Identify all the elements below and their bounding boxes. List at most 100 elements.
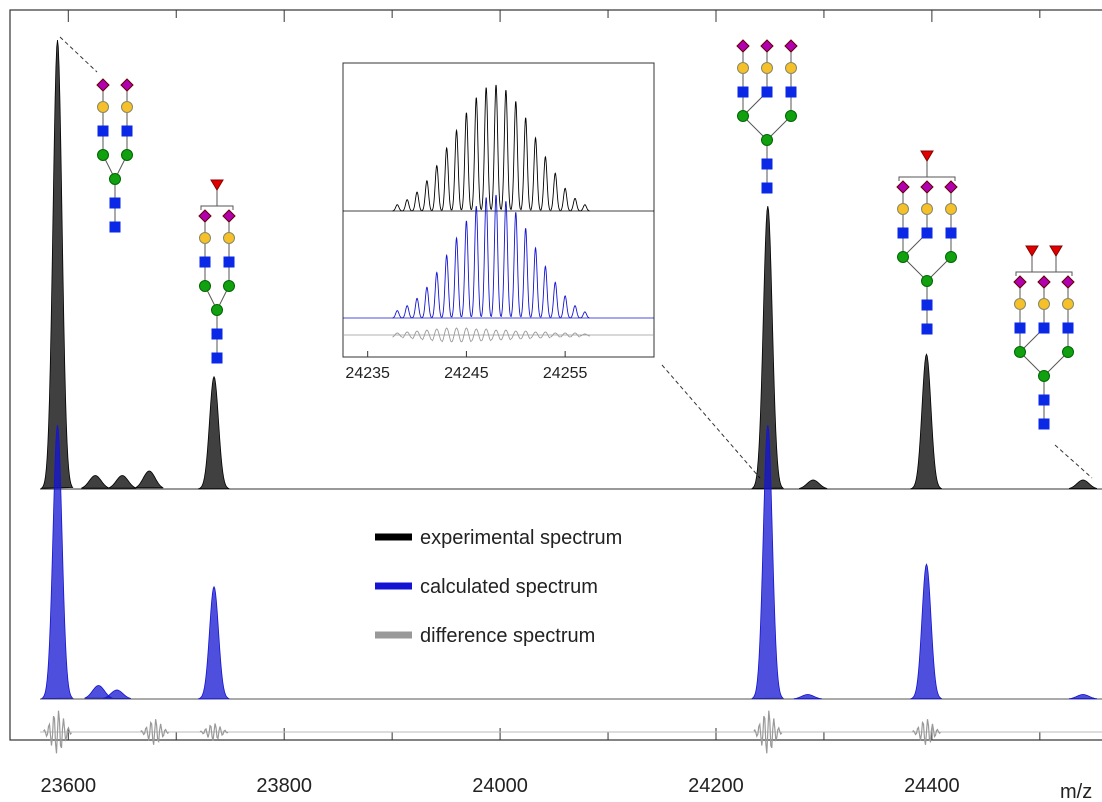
isotope-peak <box>421 286 432 319</box>
isotope-peak <box>470 205 482 318</box>
sialic-acid <box>222 209 236 223</box>
isotope-peak <box>510 212 521 318</box>
x-tick-label: 24200 <box>688 775 744 797</box>
calculated-peak <box>793 694 822 700</box>
experimental-peak <box>135 470 164 489</box>
sialic-acid <box>784 39 798 53</box>
sialic-acid <box>198 209 212 223</box>
isotope-peak <box>540 265 551 318</box>
isotope-peak <box>490 194 502 318</box>
isotope-peak <box>490 329 502 341</box>
isotope-peak <box>520 228 531 318</box>
isotope-peak <box>490 84 502 210</box>
glcnac <box>121 125 133 137</box>
glcnac <box>211 328 223 340</box>
isotope-peak <box>431 328 442 342</box>
glcnac <box>211 352 223 364</box>
glcnac <box>223 256 235 268</box>
mannose <box>945 251 957 263</box>
x-tick-label: 24000 <box>472 775 528 797</box>
sialic-acid <box>920 180 934 194</box>
sialic-acid <box>1061 275 1075 289</box>
isotope-peak <box>540 155 551 211</box>
mannose <box>97 149 109 161</box>
glcnac <box>1038 394 1050 406</box>
galactose <box>897 203 909 215</box>
isotope-peak <box>471 328 482 342</box>
isotope-peak <box>421 179 432 212</box>
isotope-peak <box>500 89 511 211</box>
isotope-peak <box>451 236 462 318</box>
sialic-acid <box>96 78 110 92</box>
inset-x-tick-label: 24235 <box>345 365 390 382</box>
isotope-peak <box>579 333 590 337</box>
isotope-peak <box>550 172 561 211</box>
fucose <box>210 179 224 191</box>
glcnac <box>897 227 909 239</box>
isotope-peak <box>392 332 403 338</box>
isotope-peak <box>480 328 492 342</box>
fucose <box>1025 245 1039 257</box>
galactose <box>1038 298 1050 310</box>
isotope-peak <box>530 331 541 339</box>
sialic-acid <box>760 39 774 53</box>
isotope-peak <box>579 204 590 212</box>
isotope-peak <box>441 253 452 318</box>
isotope-peak <box>451 128 462 211</box>
isotope-peak <box>550 281 561 319</box>
mannose <box>1038 370 1050 382</box>
isotope-peak <box>550 332 561 338</box>
isotope-peak <box>411 191 422 212</box>
experimental-peak <box>108 475 137 489</box>
glcnac <box>1014 322 1026 334</box>
mannose <box>199 280 211 292</box>
isotope-peak <box>520 330 531 340</box>
mannose <box>121 149 133 161</box>
mannose <box>761 134 773 146</box>
isotope-peak <box>530 136 541 211</box>
isotope-peak <box>402 305 412 319</box>
isotope-peak <box>560 295 571 319</box>
isotope-peak <box>570 197 580 212</box>
glcnac <box>921 227 933 239</box>
difference-peak <box>912 719 941 745</box>
isotope-peak <box>411 297 422 319</box>
plot-frame <box>9 9 1102 741</box>
isotope-peak <box>500 201 511 318</box>
experimental-peak <box>751 206 784 489</box>
isotope-peak <box>402 331 413 339</box>
isotope-peak <box>520 117 531 211</box>
mannose <box>109 173 121 185</box>
mannose <box>785 110 797 122</box>
galactose <box>785 62 797 74</box>
isotope-peak <box>392 310 403 319</box>
difference-peak <box>43 710 72 754</box>
glcnac <box>921 299 933 311</box>
glcnac <box>737 86 749 98</box>
inset-x-tick-label: 24255 <box>543 365 588 382</box>
calculated-peak <box>102 689 131 699</box>
galactose <box>97 101 109 113</box>
legend-label: calculated spectrum <box>420 576 598 598</box>
experimental-peak <box>81 475 110 489</box>
mannose <box>1062 346 1074 358</box>
galactose <box>199 232 211 244</box>
galactose <box>223 232 235 244</box>
isotope-peak <box>500 329 512 341</box>
isotope-peak <box>431 271 442 318</box>
inset-x-tick-label: 24245 <box>444 365 489 382</box>
isotope-peak <box>510 330 521 340</box>
sialic-acid <box>736 39 750 53</box>
glcnac <box>761 182 773 194</box>
sialic-acid <box>1037 275 1051 289</box>
isotope-peak <box>470 97 482 211</box>
glcnac <box>1038 322 1050 334</box>
glcnac <box>945 227 957 239</box>
isotope-peak <box>579 311 590 319</box>
legend-label: experimental spectrum <box>420 527 622 549</box>
isotope-peak <box>480 87 492 211</box>
x-tick-label: 23800 <box>256 775 312 797</box>
x-tick-label: 24400 <box>904 775 960 797</box>
sialic-acid <box>944 180 958 194</box>
